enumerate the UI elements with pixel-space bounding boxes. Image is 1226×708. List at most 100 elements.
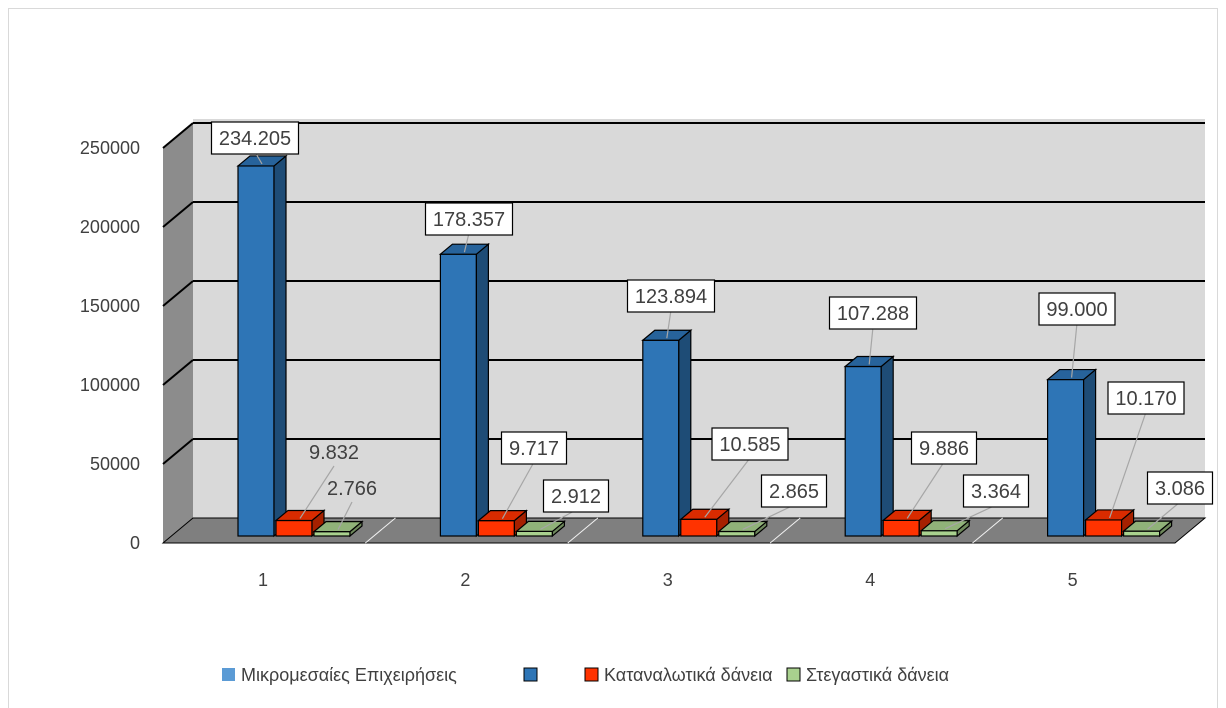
floor-divider bbox=[365, 517, 396, 544]
leader-line bbox=[299, 465, 335, 519]
bar-front bbox=[680, 518, 718, 537]
legend-item bbox=[523, 667, 538, 682]
y-tick-label: 0 bbox=[130, 533, 140, 553]
data-label: 9.886 bbox=[919, 438, 969, 460]
data-label: 3.086 bbox=[1155, 478, 1205, 500]
gridline-side bbox=[162, 438, 194, 465]
bar-top bbox=[514, 520, 567, 532]
gridline-side bbox=[162, 280, 194, 307]
bar-front bbox=[1046, 378, 1085, 537]
bar-front bbox=[313, 531, 351, 537]
bar-front bbox=[718, 530, 756, 537]
leader-line bbox=[868, 326, 874, 365]
legend-label: Στεγαστικά δάνεια bbox=[806, 665, 949, 685]
bar-top bbox=[1121, 520, 1174, 532]
data-label-box bbox=[1038, 292, 1116, 326]
data-label: 10.585 bbox=[719, 434, 780, 456]
leader-line bbox=[1071, 322, 1078, 378]
leader-line bbox=[1109, 411, 1147, 519]
y-tick-label: 150000 bbox=[80, 296, 140, 316]
data-label: 2.865 bbox=[769, 481, 819, 503]
bar-front bbox=[844, 365, 882, 537]
legend-label: Μικρομεσαίες Επιχειρήσεις bbox=[241, 665, 457, 685]
bar-front bbox=[439, 253, 477, 537]
legend-item: Καταναλωτικά δάνεια bbox=[584, 665, 773, 685]
data-label-box bbox=[626, 279, 716, 313]
data-label: 2.912 bbox=[551, 486, 601, 508]
data-label-box bbox=[500, 431, 568, 465]
leader-line bbox=[337, 501, 353, 530]
bar-side bbox=[880, 355, 894, 538]
legend-item: Μικρομεσαίες Επιχειρήσεις bbox=[222, 665, 457, 685]
gridline-side bbox=[162, 122, 194, 149]
bar-top bbox=[438, 243, 491, 255]
leader-line bbox=[463, 232, 470, 253]
bar-top bbox=[236, 155, 288, 167]
data-label-box bbox=[1146, 471, 1214, 505]
legend-item: Στεγαστικά δάνεια bbox=[786, 665, 949, 685]
data-label-box bbox=[711, 427, 789, 461]
gridline-side bbox=[162, 201, 194, 228]
leader-line bbox=[666, 309, 672, 339]
data-label-box bbox=[424, 202, 514, 236]
leader-line bbox=[501, 461, 535, 519]
x-tick-label: 4 bbox=[865, 570, 875, 590]
bar-top bbox=[679, 508, 731, 520]
data-label-box bbox=[210, 121, 300, 155]
bar-side bbox=[475, 242, 489, 538]
floor-divider bbox=[769, 517, 801, 544]
data-label-box bbox=[542, 479, 610, 513]
data-label: 234.205 bbox=[219, 128, 291, 150]
bar-front bbox=[920, 530, 958, 537]
leader-line bbox=[540, 509, 577, 530]
bar-top bbox=[881, 509, 933, 521]
leader-line bbox=[944, 504, 997, 530]
side-wall bbox=[163, 123, 193, 543]
leader-line bbox=[1147, 501, 1181, 530]
leader-line bbox=[704, 457, 751, 518]
legend-swatch bbox=[584, 667, 599, 682]
data-label: 9.832 bbox=[309, 442, 359, 464]
bar-front bbox=[1122, 530, 1161, 537]
floor-divider bbox=[567, 517, 599, 544]
data-label: 3.364 bbox=[971, 481, 1021, 503]
y-tick-label: 250000 bbox=[80, 138, 140, 158]
data-label-box bbox=[1107, 381, 1185, 415]
data-label: 10.170 bbox=[1115, 388, 1176, 410]
bar-top bbox=[312, 521, 364, 533]
x-tick-label: 5 bbox=[1068, 570, 1078, 590]
bar-front bbox=[237, 165, 275, 537]
bar-side bbox=[678, 328, 692, 538]
data-label-box bbox=[760, 474, 828, 508]
legend-swatch bbox=[222, 668, 235, 681]
data-label-box bbox=[962, 474, 1030, 508]
data-label-box bbox=[910, 431, 978, 465]
bar-top bbox=[1083, 509, 1136, 521]
back-wall bbox=[193, 119, 1205, 518]
y-tick-label: 200000 bbox=[80, 217, 140, 237]
bar-side bbox=[1082, 368, 1097, 538]
data-label: 2.766 bbox=[327, 478, 377, 500]
legend-label: Καταναλωτικά δάνεια bbox=[604, 665, 773, 685]
leader-line bbox=[742, 504, 795, 531]
data-label: 107.288 bbox=[837, 303, 909, 325]
bar-top bbox=[274, 509, 326, 522]
bar-front bbox=[882, 519, 920, 537]
bar-front bbox=[642, 339, 680, 537]
y-tick-label: 50000 bbox=[90, 454, 140, 474]
data-label: 123.894 bbox=[635, 286, 707, 308]
data-label-box bbox=[828, 296, 918, 330]
data-label: 9.717 bbox=[509, 438, 559, 460]
bar-front bbox=[1084, 519, 1123, 537]
x-tick-label: 2 bbox=[460, 570, 470, 590]
x-tick-label: 1 bbox=[258, 570, 268, 590]
bar-front bbox=[275, 519, 313, 537]
data-label: 178.357 bbox=[433, 209, 505, 231]
floor-divider bbox=[972, 517, 1003, 544]
gridline-side bbox=[162, 359, 194, 386]
data-label: 99.000 bbox=[1046, 299, 1107, 321]
bar-front bbox=[515, 530, 554, 537]
legend-swatch bbox=[523, 667, 538, 682]
bar-top bbox=[476, 510, 529, 522]
